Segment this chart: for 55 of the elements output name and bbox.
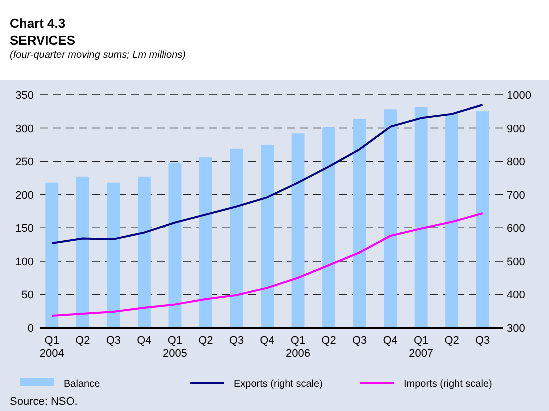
y-tick-label: 100 (16, 256, 34, 268)
line-series (51, 212, 484, 318)
y-tick-label: 200 (16, 190, 34, 202)
x-tick-label: Q3 (106, 335, 122, 347)
legend-label: Exports (right scale) (234, 379, 323, 390)
bar (46, 182, 59, 328)
y-tick-label: 350 (16, 90, 34, 102)
x-tick-label: Q1 2006 (286, 335, 311, 360)
legend-label: Balance (64, 379, 101, 390)
bar (76, 176, 90, 328)
line-series (51, 104, 484, 244)
y2-tick-label: 800 (507, 156, 526, 169)
chart-title: Chart 4.3 (10, 16, 66, 31)
x-tick-label: Q3 (352, 335, 368, 347)
bar (476, 112, 490, 328)
bar (292, 134, 305, 328)
y2-tick-label: 500 (507, 256, 526, 268)
bar (138, 176, 151, 328)
y2-tick-label: 900 (507, 123, 526, 136)
y-tick-label: 0 (28, 323, 34, 335)
bar (446, 114, 459, 328)
bar (384, 110, 398, 328)
bar (200, 158, 212, 328)
text: (four-quarter moving sums; Lm millions) (10, 50, 186, 61)
y2-tick-label: 400 (507, 290, 526, 302)
y-tick-label: 250 (16, 156, 34, 169)
x-tick-label: Q4 (260, 335, 275, 347)
x-tick-label: Q4 (383, 335, 398, 347)
bar (107, 182, 120, 328)
source-note: Source: NSO. (10, 396, 78, 408)
x-tick-label: Q2 (444, 335, 460, 347)
y2-tick-label: 300 (507, 323, 526, 335)
x-tick-label: Q1 2007 (409, 335, 434, 360)
x-tick-label: Q1 2004 (40, 335, 64, 360)
x-tick-label: Q3 (476, 335, 490, 347)
x-tick-label: Q3 (229, 335, 244, 347)
x-tick-label: Q2 (76, 335, 90, 347)
y2-tick-label: 1000 (507, 90, 532, 102)
bar (168, 162, 182, 328)
y-tick-label: 150 (16, 223, 34, 236)
x-tick-label: Q2 (198, 335, 214, 347)
y2-tick-label: 600 (507, 223, 526, 236)
x-tick-label: Q1 2005 (162, 335, 188, 360)
bar (414, 106, 428, 328)
y-tick-label: 300 (16, 123, 34, 136)
bar (322, 128, 336, 328)
y-tick-label: 50 (22, 290, 34, 302)
bar (230, 148, 244, 328)
x-tick-label: Q2 (322, 335, 336, 347)
legend-label: Imports (right scale) (404, 379, 492, 390)
x-tick-label: Q4 (137, 335, 152, 347)
chart-subtitle: SERVICES (10, 33, 76, 48)
y2-tick-label: 700 (507, 190, 526, 202)
bar (261, 144, 274, 328)
bar (353, 118, 366, 328)
